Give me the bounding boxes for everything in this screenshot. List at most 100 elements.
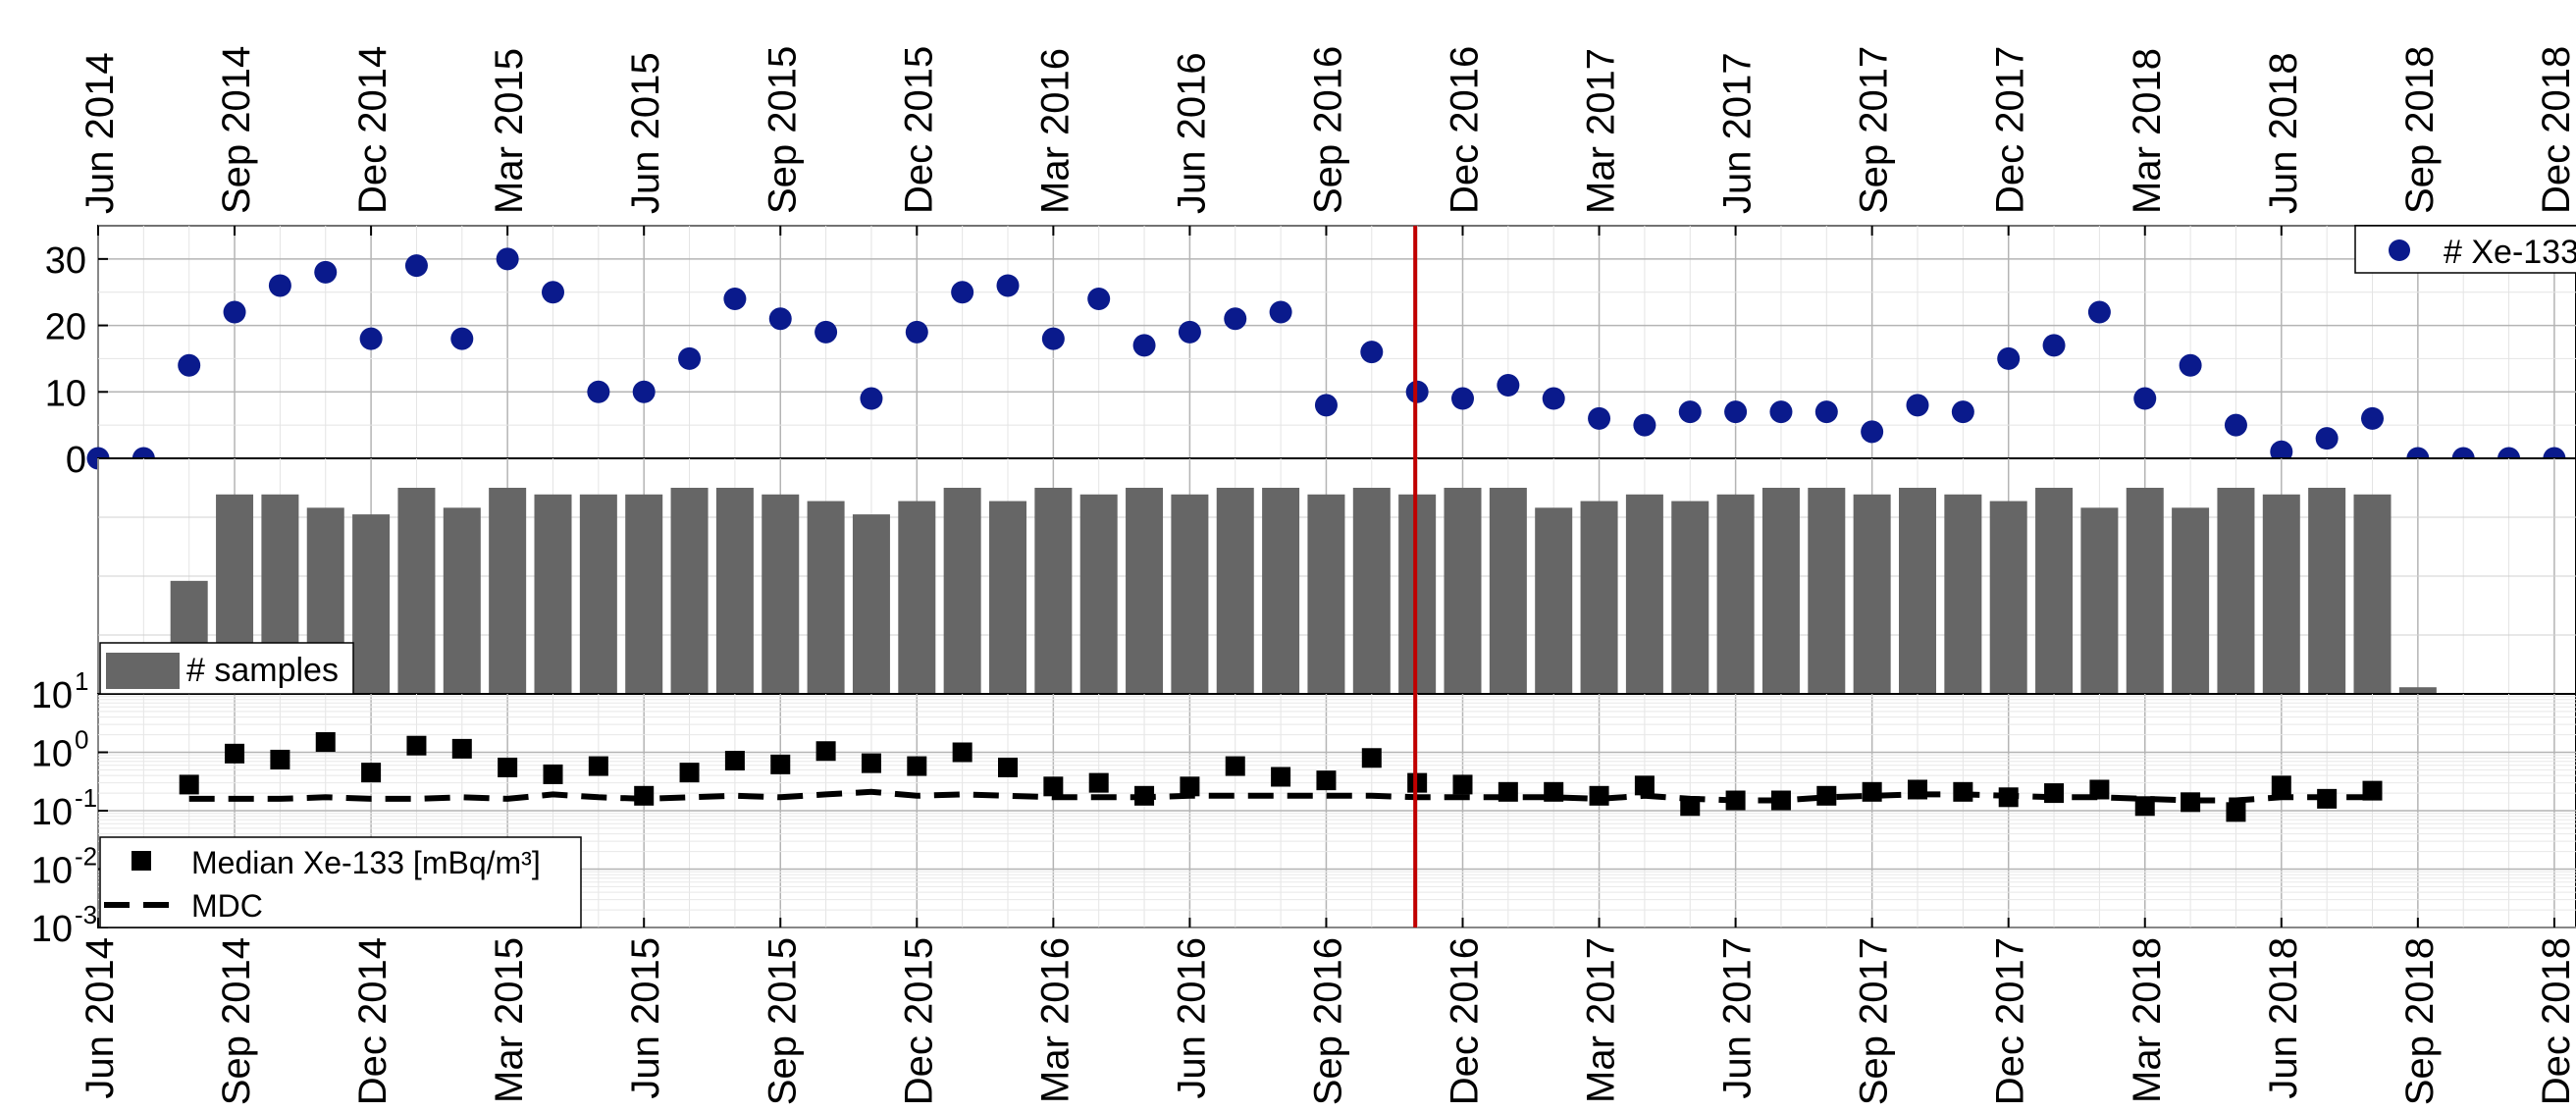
top-x-tick-label: Jun 2017 [1716, 52, 1760, 214]
samples-bar [1944, 494, 1982, 694]
samples-bar [2172, 507, 2210, 694]
bottom-x-tick-label: Sep 2015 [761, 937, 804, 1105]
median-xe133-point [270, 749, 290, 769]
xe133-count-point [178, 353, 201, 377]
xe133-count-point [1132, 334, 1156, 357]
samples-bar [443, 507, 481, 694]
samples-bar [2217, 488, 2255, 694]
legend-label: # samples [186, 652, 339, 689]
samples-bar [1899, 488, 1936, 694]
median-xe133-point [1908, 779, 1927, 800]
bottom-x-tick-label: Mar 2017 [1580, 937, 1623, 1103]
samples-bar [2353, 494, 2392, 694]
samples-bar [1535, 507, 1573, 694]
samples-bar [397, 488, 436, 694]
median-xe133-point [1271, 767, 1291, 787]
xe133-count-point [2179, 353, 2202, 377]
top-x-tick-label: Sep 2016 [1306, 46, 1349, 214]
median-xe133-point [2271, 775, 2291, 796]
median-xe133-point [634, 785, 655, 806]
xe133-count-point [1769, 400, 1793, 424]
xe133-count-point [1678, 400, 1702, 424]
bottom-x-tick-label: Mar 2018 [2126, 937, 2169, 1103]
bottom-x-tick-label: Jun 2015 [624, 937, 667, 1099]
xe133-count-point [496, 247, 519, 271]
median-xe133-point [179, 774, 199, 795]
median-xe133-point [451, 738, 472, 759]
xe133-count-point [450, 327, 474, 350]
median-xe133-point [1180, 776, 1200, 797]
median-xe133-point [543, 764, 563, 784]
samples-bar [2262, 494, 2300, 694]
xe133-count-point [1861, 420, 1884, 444]
samples-bar [534, 494, 572, 694]
xe133-count-point [2087, 300, 2111, 324]
xe133-count-point [359, 327, 383, 350]
samples-bar [2126, 488, 2164, 694]
median-xe133-point [679, 763, 700, 783]
median-xe133-point [1816, 785, 1837, 806]
xe133-count-point [1360, 341, 1384, 364]
samples-bar [1034, 488, 1073, 694]
samples-bar [489, 488, 527, 694]
bottom-x-tick-label: Dec 2015 [897, 937, 940, 1105]
median-xe133-point [1544, 781, 1564, 802]
samples-bar [852, 514, 890, 694]
median-xe133-point [998, 757, 1018, 777]
bottom-x-tick-label: Dec 2018 [2535, 937, 2576, 1105]
samples-bar [352, 514, 391, 694]
samples-bar [1625, 494, 1663, 694]
median-xe133-point [2181, 792, 2201, 813]
bottom-x-tick-label: Dec 2016 [1444, 937, 1487, 1105]
xe133-count-point [1724, 400, 1748, 424]
samples-bar [1853, 494, 1891, 694]
bottom-x-tick-label: Mar 2015 [488, 937, 531, 1103]
xe133-count-point [1951, 400, 1974, 424]
y-tick-label: 20 [45, 307, 86, 348]
top-panel-y-axis: 0 10 20 30 [45, 240, 108, 481]
samples-bar [1307, 494, 1345, 694]
legend-marker-square [131, 851, 151, 871]
xe133-count-point [1314, 394, 1338, 417]
median-xe133-point [770, 754, 791, 774]
top-x-tick-label: Dec 2016 [1444, 46, 1487, 214]
legend-marker-circle [2389, 239, 2410, 261]
median-xe133-point [907, 756, 927, 776]
samples-bar [1808, 488, 1846, 694]
samples-bar [2398, 687, 2437, 694]
xe133-count-point [1224, 307, 1247, 331]
xe133-count-point [723, 287, 747, 310]
median-xe133-point [498, 757, 518, 777]
xe133-count-point [1814, 400, 1838, 424]
bottom-x-tick-label: Jun 2018 [2262, 937, 2305, 1099]
median-xe133-point [2362, 780, 2383, 801]
top-x-tick-label: Sep 2014 [215, 46, 258, 214]
time-axes: Jun 2014 Jun 2014 Sep 2014 Sep 2014 Dec 2014… [79, 46, 2576, 1106]
xe133-count-point [2361, 406, 2384, 430]
median-xe133-point [2226, 802, 2246, 822]
samples-bar [1216, 488, 1254, 694]
top-x-tick-label: Mar 2017 [1580, 48, 1623, 214]
samples-bar [1580, 501, 1618, 694]
median-xe133-point [1316, 770, 1337, 791]
median-xe133-point [1953, 781, 1973, 802]
samples-bar [1671, 501, 1709, 694]
xe133-count-point [860, 387, 883, 410]
median-xe133-point [1725, 790, 1746, 811]
median-xe133-point [2089, 779, 2110, 800]
samples-bar [1126, 488, 1164, 694]
samples-bar [579, 494, 617, 694]
top-x-tick-label: Sep 2018 [2398, 46, 2442, 214]
bottom-x-tick-label: Sep 2016 [1306, 937, 1349, 1105]
top-x-tick-label: Mar 2016 [1033, 48, 1077, 214]
top-x-tick-label: Sep 2015 [761, 46, 804, 214]
median-xe133-point [2134, 796, 2155, 817]
legend-label: Median Xe-133 [mBq/m³] [191, 845, 541, 880]
xe133-count-point [223, 300, 246, 324]
samples-bar [1352, 488, 1391, 694]
samples-bar [1171, 494, 1209, 694]
xe133-count-point [1269, 300, 1292, 324]
top-x-tick-label: Dec 2015 [897, 46, 940, 214]
samples-bar [762, 494, 800, 694]
